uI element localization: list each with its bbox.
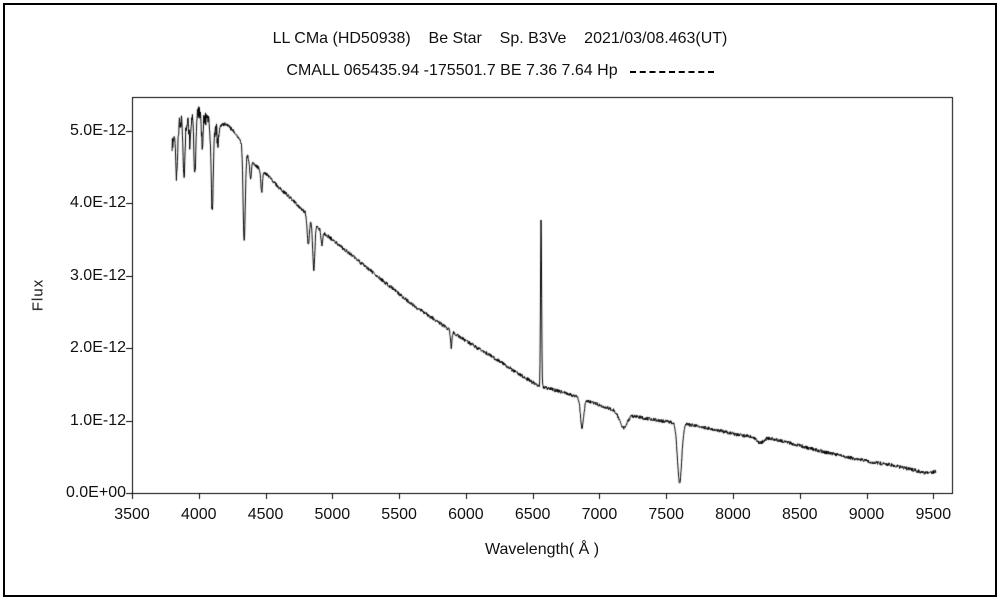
x-tick-label: 6000 [448,506,484,523]
x-axis-label: Wavelength( Å ) [484,541,600,558]
y-tick-label: 5.0E-12 [69,122,126,140]
x-tick-label: 8500 [781,506,818,523]
x-tick-label: 9000 [848,506,885,523]
chart-subtitle-row: CMALL 065435.94 -175501.7 BE 7.36 7.64 H… [0,62,1000,80]
x-tick-label: 4000 [180,506,217,523]
legend-dashed-line-icon [629,71,714,73]
y-tick-label: 3.0E-12 [69,266,126,284]
x-tick-label: 5500 [381,506,417,523]
x-tick-label: 7500 [648,506,684,523]
chart-title: LL CMa (HD50938) Be Star Sp. B3Ve 2021/0… [272,30,728,47]
y-tick-label: 2.0E-12 [69,339,126,357]
y-tick-label: 4.0E-12 [69,194,126,212]
x-tick-label: 4500 [247,506,284,523]
chart-subtitle: CMALL 065435.94 -175501.7 BE 7.36 7.64 H… [286,62,618,79]
x-tick-label: 8000 [715,506,751,523]
x-axis-tick-labels: 3500 4000 4500 5000 5500 6000 6500 7000 7500 8000… [0,506,1000,528]
y-tick-label: 0.0E+00 [65,484,126,501]
y-axis-tick-labels: 0.0E+00 1.0E-12 2.0E-12 3.0E-12 4.0E-12 5.0E-… [38,0,126,600]
x-tick-label: 5000 [314,506,351,523]
x-tick-label: 7000 [581,506,618,523]
x-tick-label: 3500 [114,506,150,523]
x-tick-label: 9500 [915,506,952,523]
x-tick-label: 6500 [514,506,551,523]
y-tick-label: 1.0E-12 [69,411,126,429]
